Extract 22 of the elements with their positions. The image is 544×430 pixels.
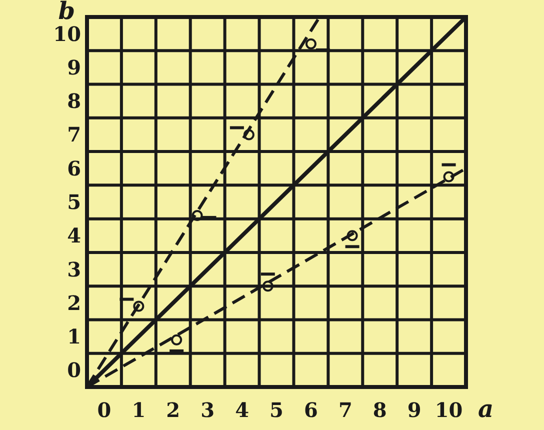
x-tick-label: 9 xyxy=(407,398,422,422)
x-tick-label: 10 xyxy=(434,398,463,422)
y-tick-label: 6 xyxy=(67,156,81,180)
y-tick-label: 2 xyxy=(67,290,81,315)
x-tick-label: 7 xyxy=(338,398,352,422)
x-tick-label: 5 xyxy=(270,398,284,422)
x-tick-label: 0 xyxy=(97,398,112,422)
y-tick-label: 7 xyxy=(67,122,81,147)
y-tick-label: 8 xyxy=(67,89,81,114)
y-tick-label: 9 xyxy=(67,55,81,80)
y-tick-label: 5 xyxy=(67,190,81,214)
x-tick-label: 2 xyxy=(166,398,180,422)
x-tick-label: 3 xyxy=(200,398,215,422)
x-tick-label: 8 xyxy=(372,398,387,422)
x-tick-label: 6 xyxy=(304,398,318,422)
x-tick-label: 1 xyxy=(132,398,146,422)
x-axis-title: a xyxy=(478,394,494,423)
y-tick-label: 3 xyxy=(67,257,81,282)
y-tick-label: 1 xyxy=(67,324,81,349)
y-tick-label: 4 xyxy=(67,224,82,248)
x-tick-label: 4 xyxy=(235,398,250,422)
y-tick-label: 0 xyxy=(67,358,81,382)
